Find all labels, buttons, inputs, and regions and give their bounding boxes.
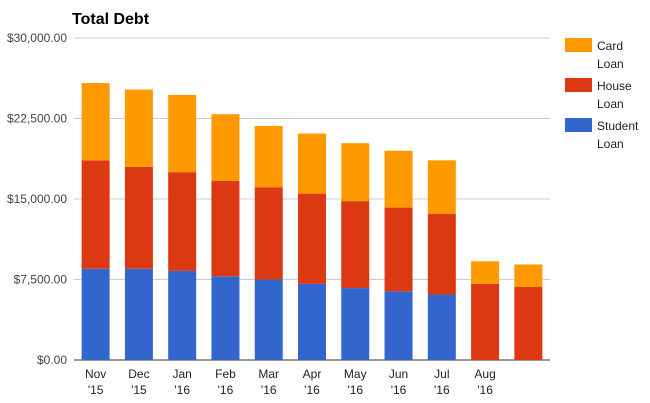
bar-segment[interactable] [298,193,326,284]
bar-segment[interactable] [427,214,456,295]
x-tick-label: Mar '16 [258,367,279,397]
bar-segment[interactable] [168,172,197,271]
bar-segment[interactable] [427,294,456,360]
x-tick-label: May '16 [344,367,367,397]
bar-segment[interactable] [254,187,283,280]
y-axis-ticks: $0.00 $7,500.00 $15,000.00 $22,500.00 $30,00… [7,31,67,367]
x-tick-label: Feb '16 [215,367,236,397]
bar-segment[interactable] [298,133,326,194]
bar-segment[interactable] [514,287,543,360]
bar-segment[interactable] [384,207,413,292]
x-tick-label: Aug '16 [474,367,495,397]
bar-segment[interactable] [211,276,240,360]
legend-label[interactable]: House Loan [597,79,632,111]
legend-label[interactable]: Card Loan [597,39,624,71]
chart-title: Total Debt [72,11,150,28]
y-tick-label: $22,500.00 [7,112,67,126]
bar-segment[interactable] [341,288,370,360]
x-tick-label: Jan '16 [173,367,192,397]
bars [81,83,543,361]
legend-label[interactable]: Student Loan [597,119,639,151]
x-tick-label: Apr '16 [303,367,322,397]
bar-segment[interactable] [124,268,153,360]
bar-segment[interactable] [471,261,500,284]
x-tick-label: Jun '16 [389,367,408,397]
bar-segment[interactable] [81,83,110,161]
bar-segment[interactable] [211,114,240,181]
bar-segment[interactable] [254,279,283,361]
bar-segment[interactable] [298,283,326,360]
bar-segment[interactable] [384,291,413,360]
legend-swatch[interactable] [565,118,592,132]
bar-segment[interactable] [341,201,370,289]
bar-segment[interactable] [471,283,500,360]
legend-swatch[interactable] [565,78,592,92]
y-tick-label: $15,000.00 [7,192,67,206]
bar-segment[interactable] [384,150,413,208]
x-axis-ticks: Nov '15 Dec '15 Jan '16 Feb '16 Mar '16 Apr '16 May '… [85,367,496,397]
x-tick-label: Dec '15 [128,367,149,397]
bar-segment[interactable] [124,89,153,167]
x-tick-label: Nov '15 [85,367,106,397]
y-tick-label: $7,500.00 [14,273,68,287]
bar-segment[interactable] [514,264,543,288]
legend: Card Loan House Loan Student Loan [565,38,639,151]
bar-segment[interactable] [254,126,283,188]
bar-segment[interactable] [81,268,110,360]
bar-segment[interactable] [427,160,456,215]
bar-segment[interactable] [124,166,153,269]
bar-segment[interactable] [168,94,197,173]
y-tick-label: $0.00 [37,353,67,367]
bar-segment[interactable] [168,270,197,360]
bar-segment[interactable] [211,180,240,277]
x-tick-label: Jul '16 [434,367,450,397]
legend-swatch[interactable] [565,38,592,52]
bar-segment[interactable] [341,143,370,202]
y-tick-label: $30,000.00 [7,31,67,45]
bar-segment[interactable] [81,160,110,269]
